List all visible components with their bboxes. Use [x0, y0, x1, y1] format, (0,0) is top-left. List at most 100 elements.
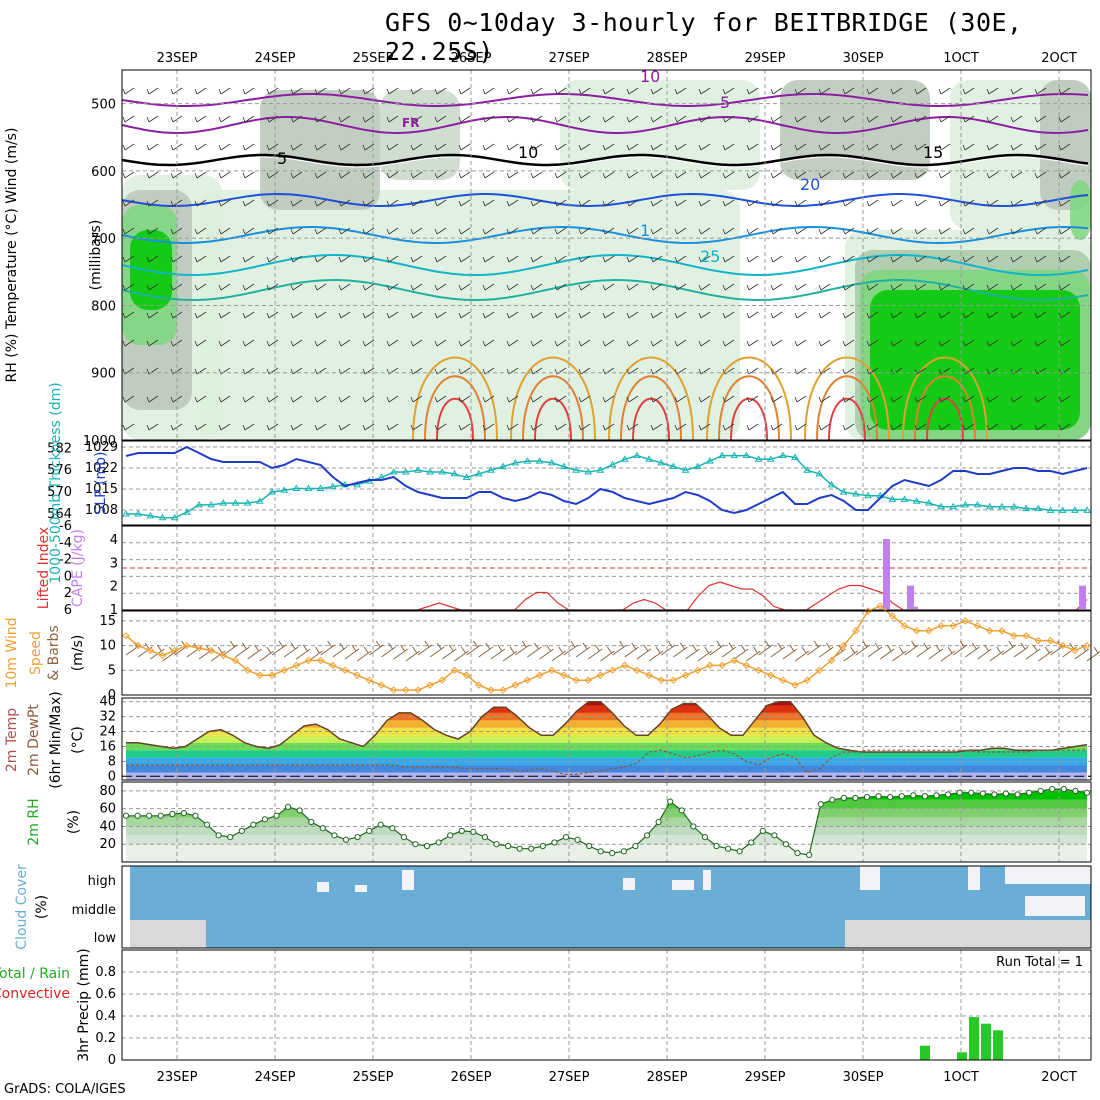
wind-barb: [818, 115, 831, 123]
thickness-marker: [547, 458, 556, 466]
wind-barb: [986, 227, 999, 235]
run-total-label: Run Total = 1: [996, 955, 1083, 970]
wind-barb: [386, 227, 399, 235]
rh-marker: [539, 842, 546, 850]
rh-marker: [863, 794, 871, 801]
wind-barb: [338, 227, 351, 235]
wind-barb: [530, 199, 543, 207]
thickness-marker: [389, 468, 398, 475]
wind-barb: [218, 423, 231, 431]
cloud-frame: [121, 865, 1092, 949]
wind-barb: [842, 227, 855, 235]
wind-barb: [818, 227, 831, 235]
wind-barb-10m: [697, 646, 713, 662]
wind-barb: [578, 171, 591, 179]
warm-contour: [632, 397, 670, 441]
thickness-marker: [596, 466, 605, 473]
wind-barb: [554, 143, 567, 151]
wind-barb: [410, 339, 423, 347]
wind-barb: [938, 311, 951, 319]
wind-barb: [674, 283, 687, 291]
wind-barb: [722, 423, 735, 431]
wind-barb: [746, 255, 759, 263]
wind-marker: [1022, 631, 1030, 640]
wind-barb-10m: [393, 644, 408, 660]
wind-barb-10m: [1038, 646, 1053, 662]
wind-barb: [794, 311, 807, 319]
wind-barb: [986, 143, 999, 151]
wind-barb: [938, 171, 951, 179]
wind-barb: [962, 255, 975, 263]
warm-contour: [620, 375, 682, 441]
wind-barb: [794, 87, 807, 95]
date-label-bottom: 28SEP: [647, 1070, 688, 1085]
wind-barb-10m: [247, 644, 262, 660]
rh-marker: [1002, 790, 1010, 797]
rh-tick-label: 60: [99, 802, 116, 817]
rh-marker: [736, 848, 743, 855]
wind-marker: [353, 671, 361, 679]
wind-barb: [434, 115, 447, 123]
wind-barb: [962, 339, 975, 347]
wind-barb: [938, 115, 951, 123]
wind-barb: [434, 423, 447, 431]
wind-barb: [362, 367, 375, 375]
wind-marker: [402, 686, 410, 694]
wind-barb: [818, 395, 831, 403]
pressure-tick-label: 600: [91, 165, 116, 180]
wind-barb: [794, 171, 807, 179]
wind-barb: [890, 311, 903, 319]
wind-marker: [1083, 641, 1091, 650]
isotherm-20: [121, 279, 1089, 302]
lifted-tick-label: -4: [59, 536, 72, 551]
date-label-bottom: 29SEP: [745, 1070, 786, 1085]
rh-marker: [620, 848, 627, 855]
thickness-marker: [207, 500, 216, 508]
wind-barb-10m: [1025, 644, 1041, 660]
wind-barb: [842, 115, 855, 123]
temp-frame: [121, 697, 1092, 781]
warm-contour: [828, 397, 866, 441]
isotherm-10: [121, 225, 1089, 245]
wind-barb: [386, 87, 399, 95]
wind-barb-10m: [758, 640, 773, 656]
wind-barb: [626, 423, 639, 431]
wind-barb: [362, 283, 375, 291]
upper-air-frame: [121, 69, 1092, 441]
wind-marker: [170, 646, 179, 655]
wind-barb: [314, 171, 327, 179]
wind-barb: [794, 143, 807, 151]
wind-barb: [362, 115, 375, 123]
wind-barb-10m: [223, 640, 238, 656]
wind-barb: [458, 171, 471, 179]
wind-barb-10m: [940, 646, 956, 662]
wind-barb: [962, 395, 975, 403]
date-label-top: 1OCT: [943, 51, 979, 66]
wind-barb: [1010, 199, 1023, 207]
cloud-gap: [355, 885, 367, 892]
wind-barb: [842, 255, 855, 263]
wind-barb: [290, 143, 303, 151]
rh-marker: [852, 794, 859, 802]
wind-barb: [338, 255, 351, 263]
wind-barb: [1058, 423, 1071, 431]
wind-barb: [866, 311, 879, 319]
rh-band: [126, 808, 1087, 818]
wind-barb: [602, 311, 615, 319]
wind-barb: [410, 311, 423, 319]
wind-barb: [698, 311, 711, 319]
thickness-marker: [182, 508, 191, 515]
wind-barb: [506, 227, 519, 235]
wind-barb: [818, 255, 831, 263]
wind-marker: [426, 681, 434, 689]
wind-barb: [482, 143, 495, 151]
lifted-tick-label: -2: [59, 553, 72, 568]
rh-marker: [250, 821, 257, 828]
wind-barb: [530, 339, 543, 347]
date-label-bottom: 1OCT: [943, 1070, 979, 1085]
warm-contour: [522, 375, 584, 441]
wind-barb: [890, 395, 903, 403]
precip-bar: [993, 1045, 1003, 1060]
wind-barb: [506, 339, 519, 347]
